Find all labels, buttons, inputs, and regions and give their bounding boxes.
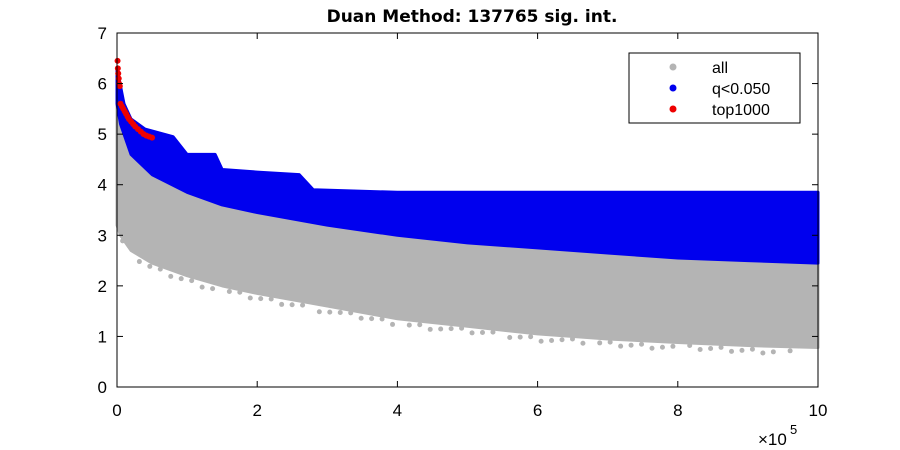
y-tick-label: 3 (98, 226, 107, 245)
all-point (406, 322, 412, 328)
y-tick-label: 1 (98, 327, 107, 346)
x-tick-label: 8 (673, 401, 682, 420)
legend-marker-top1000 (669, 105, 677, 113)
y-tick-label: 4 (98, 176, 107, 195)
all-point (210, 286, 216, 292)
y-tick-label: 0 (98, 378, 107, 397)
top1000-point (116, 83, 123, 90)
all-point (687, 343, 693, 349)
all-point (718, 344, 724, 350)
all-point (369, 316, 375, 322)
all-point (438, 326, 444, 332)
all-point (770, 349, 776, 355)
all-point (597, 340, 603, 346)
all-point (528, 334, 534, 340)
all-point (749, 346, 755, 352)
all-point (178, 276, 184, 282)
all-point (168, 273, 174, 279)
all-point (628, 342, 634, 348)
legend-label-q: q<0.050 (712, 81, 770, 98)
all-point (659, 344, 665, 350)
all-point (569, 336, 575, 342)
all-point (358, 315, 364, 321)
all-point (538, 338, 544, 344)
y-tick-label: 7 (98, 24, 107, 43)
all-point (390, 321, 396, 327)
all-point (459, 325, 465, 331)
all-point (237, 289, 243, 295)
x-tick-label: 2 (252, 401, 261, 420)
all-point (427, 326, 433, 332)
y-tick-label: 6 (98, 75, 107, 94)
all-point (348, 310, 354, 316)
all-point (559, 337, 565, 343)
all-point (639, 341, 645, 347)
all-point (247, 295, 253, 301)
all-point (739, 347, 745, 353)
top1000-point (149, 134, 156, 141)
series-band-1 (115, 66, 820, 265)
all-point (300, 302, 306, 308)
all-point (708, 345, 714, 351)
all-point (226, 288, 232, 294)
all-point (189, 278, 195, 284)
x-tick-label: 10 (809, 401, 828, 420)
all-point (697, 347, 703, 353)
x-multiplier-exponent: 5 (790, 422, 797, 437)
all-point (136, 259, 142, 265)
all-point (417, 322, 423, 328)
all-point (337, 309, 343, 315)
legend-box (628, 52, 801, 124)
all-point (448, 326, 454, 332)
x-axis: 0 2 4 6 8 10 (112, 33, 827, 420)
all-point (618, 343, 624, 349)
all-point (480, 329, 486, 335)
all-point (549, 337, 555, 343)
plot-frame (116, 32, 819, 388)
y-tick-label: 5 (98, 125, 107, 144)
all-point (670, 343, 676, 349)
all-point (120, 238, 126, 244)
all-point (316, 309, 322, 315)
all-point (268, 296, 274, 302)
y-axis: 0 1 2 3 4 5 6 7 (98, 24, 818, 397)
all-point (469, 330, 475, 336)
x-multiplier-label: ×10 (758, 430, 787, 449)
chart-title: Duan Method: 137765 sig. int. (327, 7, 618, 27)
all-point (517, 334, 523, 340)
y-tick-label: 2 (98, 277, 107, 296)
all-point (279, 301, 285, 307)
all-point (258, 296, 264, 302)
legend-marker-q (669, 84, 677, 92)
x-tick-label: 4 (393, 401, 402, 420)
x-multiplier: ×10 5 (758, 422, 797, 449)
legend-label-all: all (712, 60, 728, 77)
all-point (490, 329, 496, 335)
legend-marker-all (669, 63, 677, 71)
all-point (147, 263, 153, 269)
all-point (580, 340, 586, 346)
all-point (157, 266, 163, 272)
all-point (327, 309, 333, 315)
all-point (760, 350, 766, 356)
legend-label-top1000: top1000 (712, 102, 770, 119)
legend: all q<0.050 top1000 (628, 52, 801, 124)
x-tick-label: 6 (533, 401, 542, 420)
x-tick-label: 0 (112, 401, 121, 420)
series-layer (114, 57, 820, 356)
all-point (507, 334, 513, 340)
all-point (289, 302, 295, 308)
all-point (379, 316, 385, 322)
all-point (607, 339, 613, 345)
all-point (729, 348, 735, 354)
all-point (787, 348, 793, 354)
all-point (199, 284, 205, 290)
top1000-point (114, 57, 121, 64)
top1000-point (114, 65, 121, 72)
all-point (649, 345, 655, 351)
